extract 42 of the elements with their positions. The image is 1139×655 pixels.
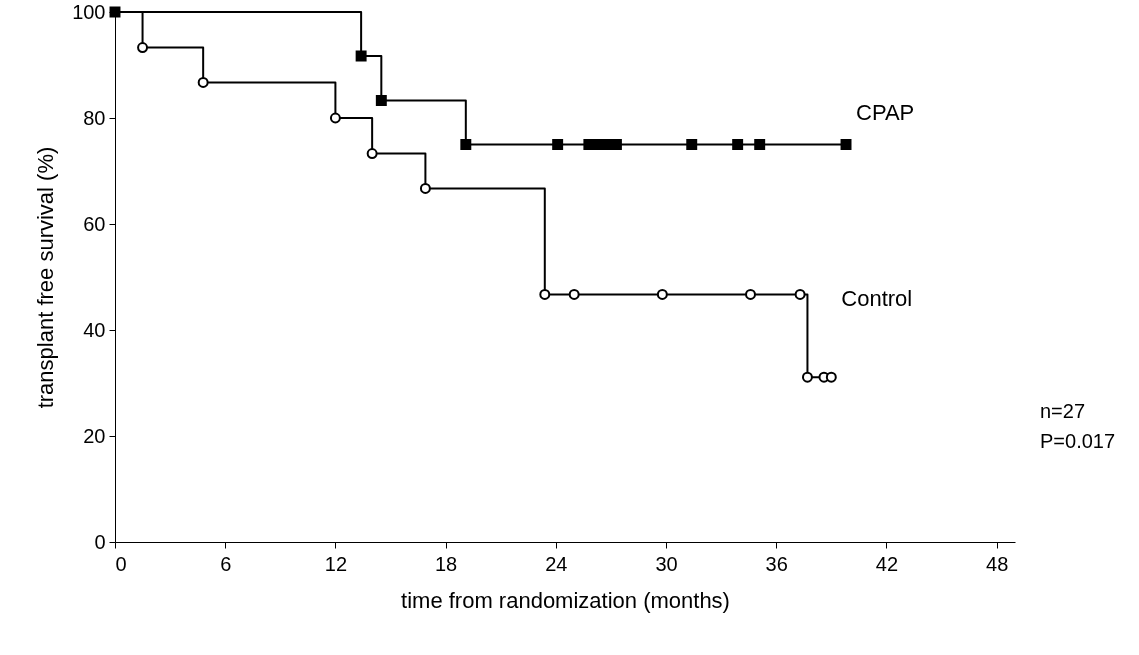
y-tick-label: 40 bbox=[83, 318, 106, 341]
point bbox=[419, 183, 431, 194]
y-tick-label: 20 bbox=[83, 424, 106, 447]
x-axis-title: time from randomization (months) bbox=[401, 587, 730, 613]
point bbox=[732, 139, 744, 150]
point bbox=[329, 112, 341, 124]
point bbox=[355, 50, 367, 62]
point bbox=[840, 139, 852, 150]
point bbox=[109, 6, 121, 18]
text: P=0.017 bbox=[1040, 430, 1116, 452]
point bbox=[568, 289, 580, 300]
text: n=27 bbox=[1040, 400, 1086, 422]
x-tick-label: 30 bbox=[655, 552, 678, 575]
x-tick-label: 24 bbox=[545, 552, 568, 575]
x-tick-label: 6 bbox=[220, 552, 232, 575]
series-label: Control bbox=[841, 286, 913, 312]
point bbox=[552, 139, 564, 150]
point bbox=[366, 148, 378, 159]
point bbox=[460, 139, 472, 150]
x-tick-label: 42 bbox=[875, 552, 899, 575]
point bbox=[656, 289, 668, 300]
point bbox=[801, 371, 813, 383]
point bbox=[137, 42, 149, 53]
y-tick-label: 80 bbox=[83, 106, 106, 129]
point bbox=[825, 371, 837, 383]
x-tick-label: 36 bbox=[765, 552, 788, 575]
point bbox=[539, 289, 551, 300]
point bbox=[375, 95, 387, 106]
y-axis-title: transplant free survival (%) bbox=[33, 146, 59, 409]
y-tick-label: 60 bbox=[83, 212, 106, 235]
point bbox=[686, 139, 698, 150]
point bbox=[745, 289, 756, 300]
series-label: CPAP bbox=[856, 99, 915, 125]
x-tick-label: 48 bbox=[986, 552, 1009, 575]
x-tick-label: 18 bbox=[434, 552, 458, 575]
x-tick-label: 0 bbox=[115, 552, 127, 575]
x-tick-label: 12 bbox=[324, 552, 348, 575]
point bbox=[794, 289, 806, 300]
point bbox=[754, 139, 766, 150]
y-tick-label: 0 bbox=[94, 530, 106, 553]
y-tick-label: 100 bbox=[72, 0, 106, 23]
point bbox=[197, 77, 209, 88]
